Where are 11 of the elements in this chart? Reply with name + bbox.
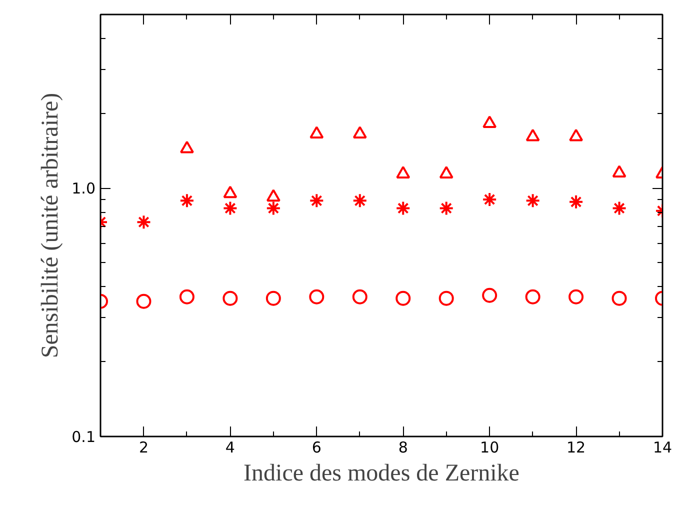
x-tick-label: 6 [312, 438, 322, 456]
x-tick-label: 4 [225, 438, 235, 456]
x-tick-label: 12 [566, 438, 586, 456]
x-tick-label: 10 [480, 438, 500, 456]
y-tick-label: 1.0 [72, 180, 96, 198]
x-tick-label: 8 [398, 438, 408, 456]
x-axis-title: Indice des modes de Zernike [244, 460, 520, 486]
x-tick-label: 2 [138, 438, 149, 456]
y-axis-title: Sensibilité (unité arbitraire) [38, 92, 64, 358]
y-tick-label: 0.1 [72, 428, 96, 446]
x-tick-label: 14 [652, 438, 672, 456]
